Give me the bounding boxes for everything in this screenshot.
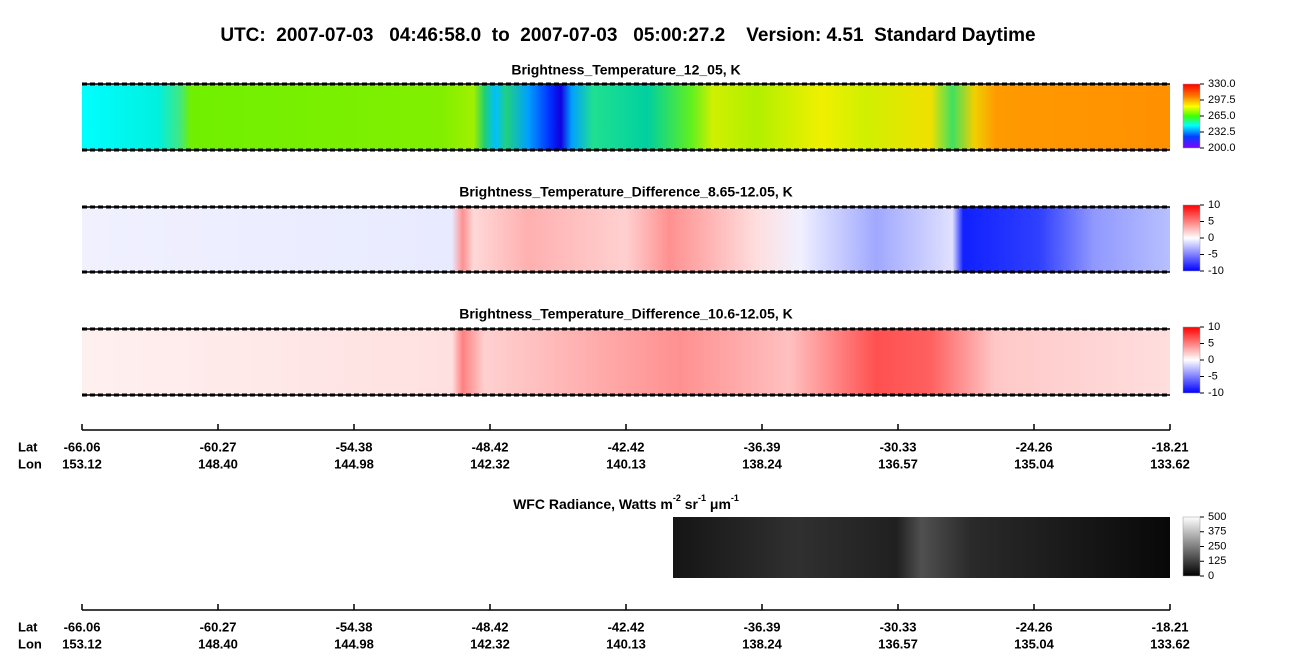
image [82,329,1170,395]
lat-value: -42.42 [608,439,645,454]
lon-value: 133.62 [1150,456,1190,471]
colorbar-label: 0 [1208,570,1214,582]
title-part: WFC Radiance, Watts m [513,496,673,512]
colorbar [1182,516,1201,577]
colorbar [1182,326,1201,394]
panel-title: Brightness_Temperature_Difference_8.65-1… [459,184,793,200]
lat-value: -36.39 [744,439,781,454]
colorbar-label: 375 [1208,526,1226,538]
panel-title: Brightness_Temperature_12_05, K [511,62,740,78]
colorbar-label: 232.5 [1208,126,1236,138]
colorbar-label: 5 [1208,215,1214,227]
title-part: sr [681,496,699,512]
lon-value: 153.12 [62,636,102,651]
lat-value: -36.39 [744,619,781,634]
lon-value: 140.13 [606,456,646,471]
lon-value: 133.62 [1150,636,1190,651]
colorbar-label: 200.0 [1208,142,1236,154]
colorbar-label: -5 [1208,370,1218,382]
colorbar-label: 5 [1208,337,1214,349]
superscript: -1 [698,493,706,503]
panel-title: Brightness_Temperature_Difference_10.6-1… [459,306,793,322]
lat-value: -18.21 [1152,619,1189,634]
lon-value: 153.12 [62,456,102,471]
image [82,207,1170,272]
lon-value: 136.57 [878,456,918,471]
lat-label: Lat [18,619,38,634]
title: UTC: 2007-07-03 04:46:58.0 to 2007-07-03… [220,25,1035,46]
lon-value: 144.98 [334,636,374,651]
colorbar-label: 330.0 [1208,78,1236,90]
colorbar-label: 10 [1208,321,1220,333]
colorbar-label: 250 [1208,540,1226,552]
lon-value: 144.98 [334,456,374,471]
lon-value: 142.32 [470,456,510,471]
colorbar-label: -10 [1208,387,1224,399]
lat-value: -30.33 [880,619,917,634]
colorbar-label: 297.5 [1208,94,1236,106]
lon-value: 140.13 [606,636,646,651]
image [673,517,1170,578]
lat-value: -54.38 [336,439,373,454]
colorbar [1182,83,1201,149]
lon-value: 148.40 [198,456,238,471]
lon-value: 142.32 [470,636,510,651]
lat-value: -54.38 [336,619,373,634]
lon-value: 138.24 [742,636,783,651]
lat-value: -66.06 [64,439,101,454]
lat-value: -24.26 [1016,439,1053,454]
colorbar-label: -5 [1208,248,1218,260]
panel-title: WFC Radiance, Watts m-2 sr-1 μm-1 [513,493,739,511]
colorbar-label: 10 [1208,199,1220,211]
lon-value: 135.04 [1014,636,1055,651]
colorbar-label: 0 [1208,232,1214,244]
lat-value: -66.06 [64,619,101,634]
colorbar-label: 265.0 [1208,110,1236,122]
colorbar-label: 500 [1208,511,1226,523]
colorbar [1182,204,1201,272]
lat-label: Lat [18,439,38,454]
lat-value: -60.27 [200,439,237,454]
lon-value: 148.40 [198,636,238,651]
image [82,84,1170,150]
lat-value: -18.21 [1152,439,1189,454]
lon-label: Lon [18,636,42,651]
title-part: μm [706,496,731,512]
lat-value: -48.42 [472,439,509,454]
superscript: -2 [673,493,681,503]
lat-value: -24.26 [1016,619,1053,634]
superscript: -1 [731,493,739,503]
lon-label: Lon [18,456,42,471]
colorbar-label: -10 [1208,265,1224,277]
lon-value: 135.04 [1014,456,1055,471]
lat-value: -30.33 [880,439,917,454]
colorbar-label: 0 [1208,354,1214,366]
lon-value: 138.24 [742,456,783,471]
lat-value: -48.42 [472,619,509,634]
lat-value: -60.27 [200,619,237,634]
lon-value: 136.57 [878,636,918,651]
colorbar-label: 125 [1208,555,1226,567]
lat-value: -42.42 [608,619,645,634]
